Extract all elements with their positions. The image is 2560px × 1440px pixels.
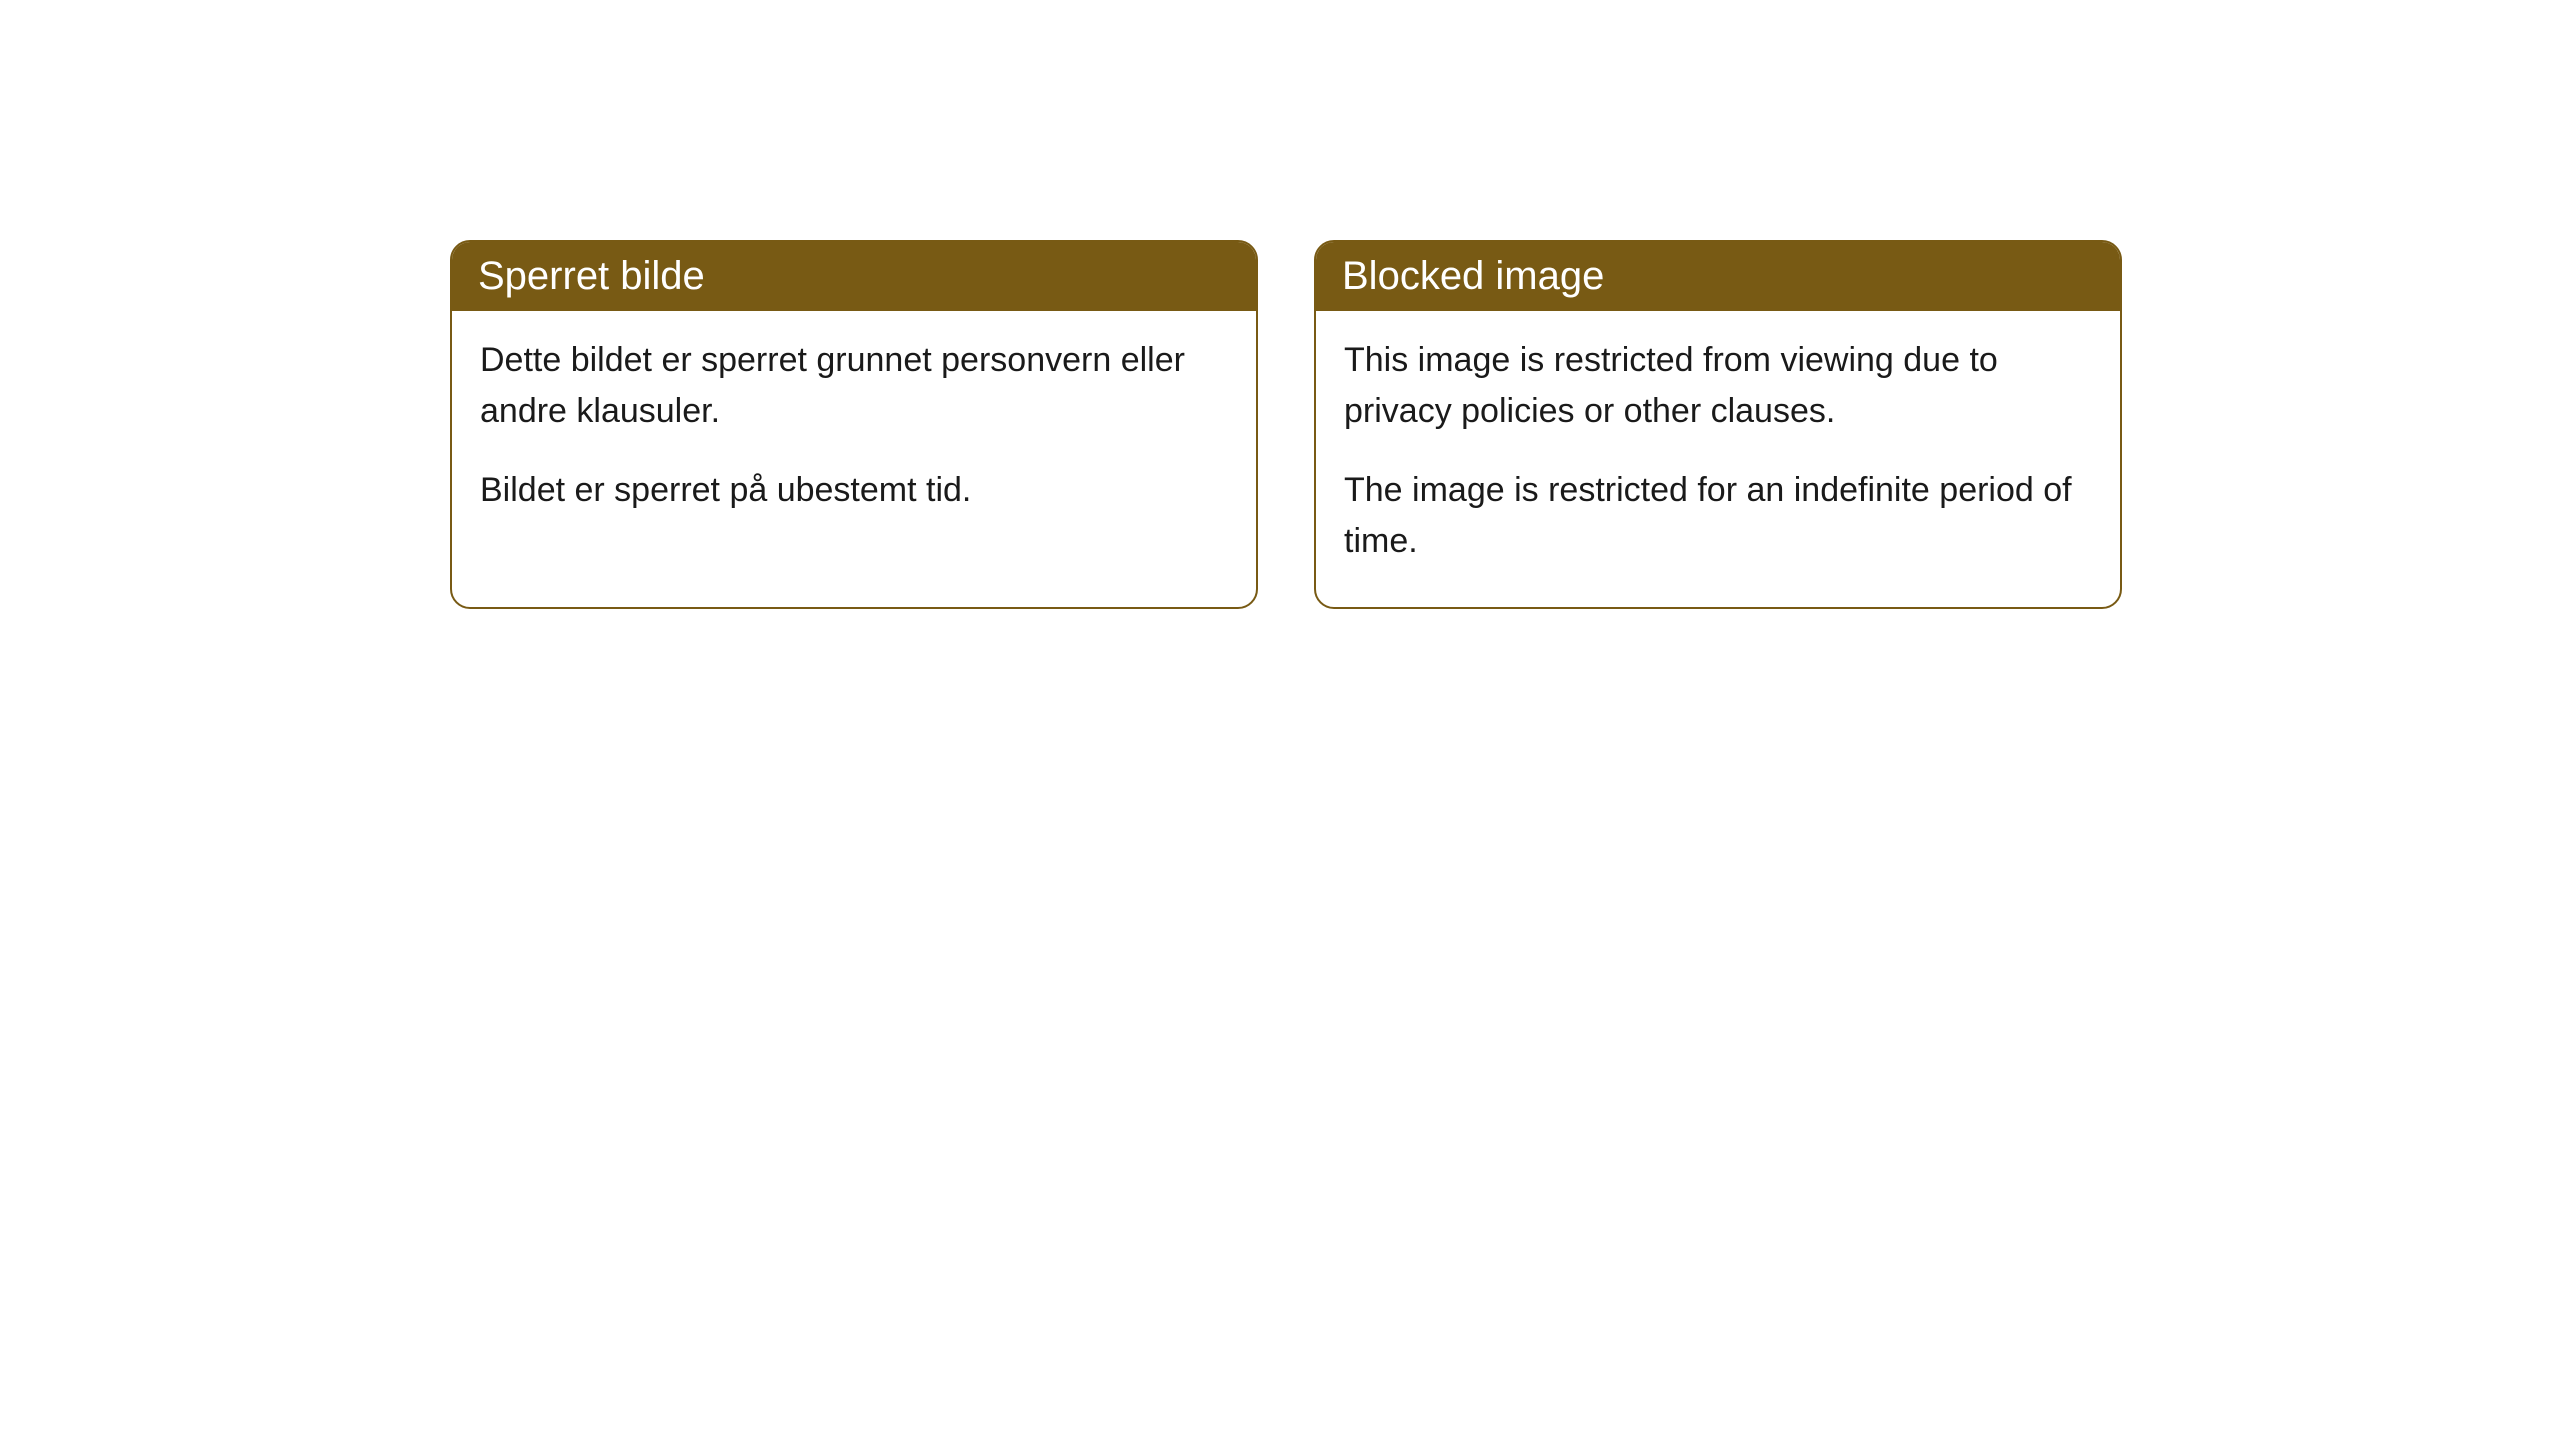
blocked-image-card-english: Blocked image This image is restricted f… (1314, 240, 2122, 609)
cards-container: Sperret bilde Dette bildet er sperret gr… (0, 0, 2560, 609)
card-paragraph: The image is restricted for an indefinit… (1344, 465, 2092, 567)
card-paragraph: Bildet er sperret på ubestemt tid. (480, 465, 1228, 516)
blocked-image-card-norwegian: Sperret bilde Dette bildet er sperret gr… (450, 240, 1258, 609)
card-body-english: This image is restricted from viewing du… (1316, 311, 2120, 607)
card-paragraph: Dette bildet er sperret grunnet personve… (480, 335, 1228, 437)
card-header-english: Blocked image (1316, 242, 2120, 311)
card-paragraph: This image is restricted from viewing du… (1344, 335, 2092, 437)
card-header-norwegian: Sperret bilde (452, 242, 1256, 311)
card-body-norwegian: Dette bildet er sperret grunnet personve… (452, 311, 1256, 556)
